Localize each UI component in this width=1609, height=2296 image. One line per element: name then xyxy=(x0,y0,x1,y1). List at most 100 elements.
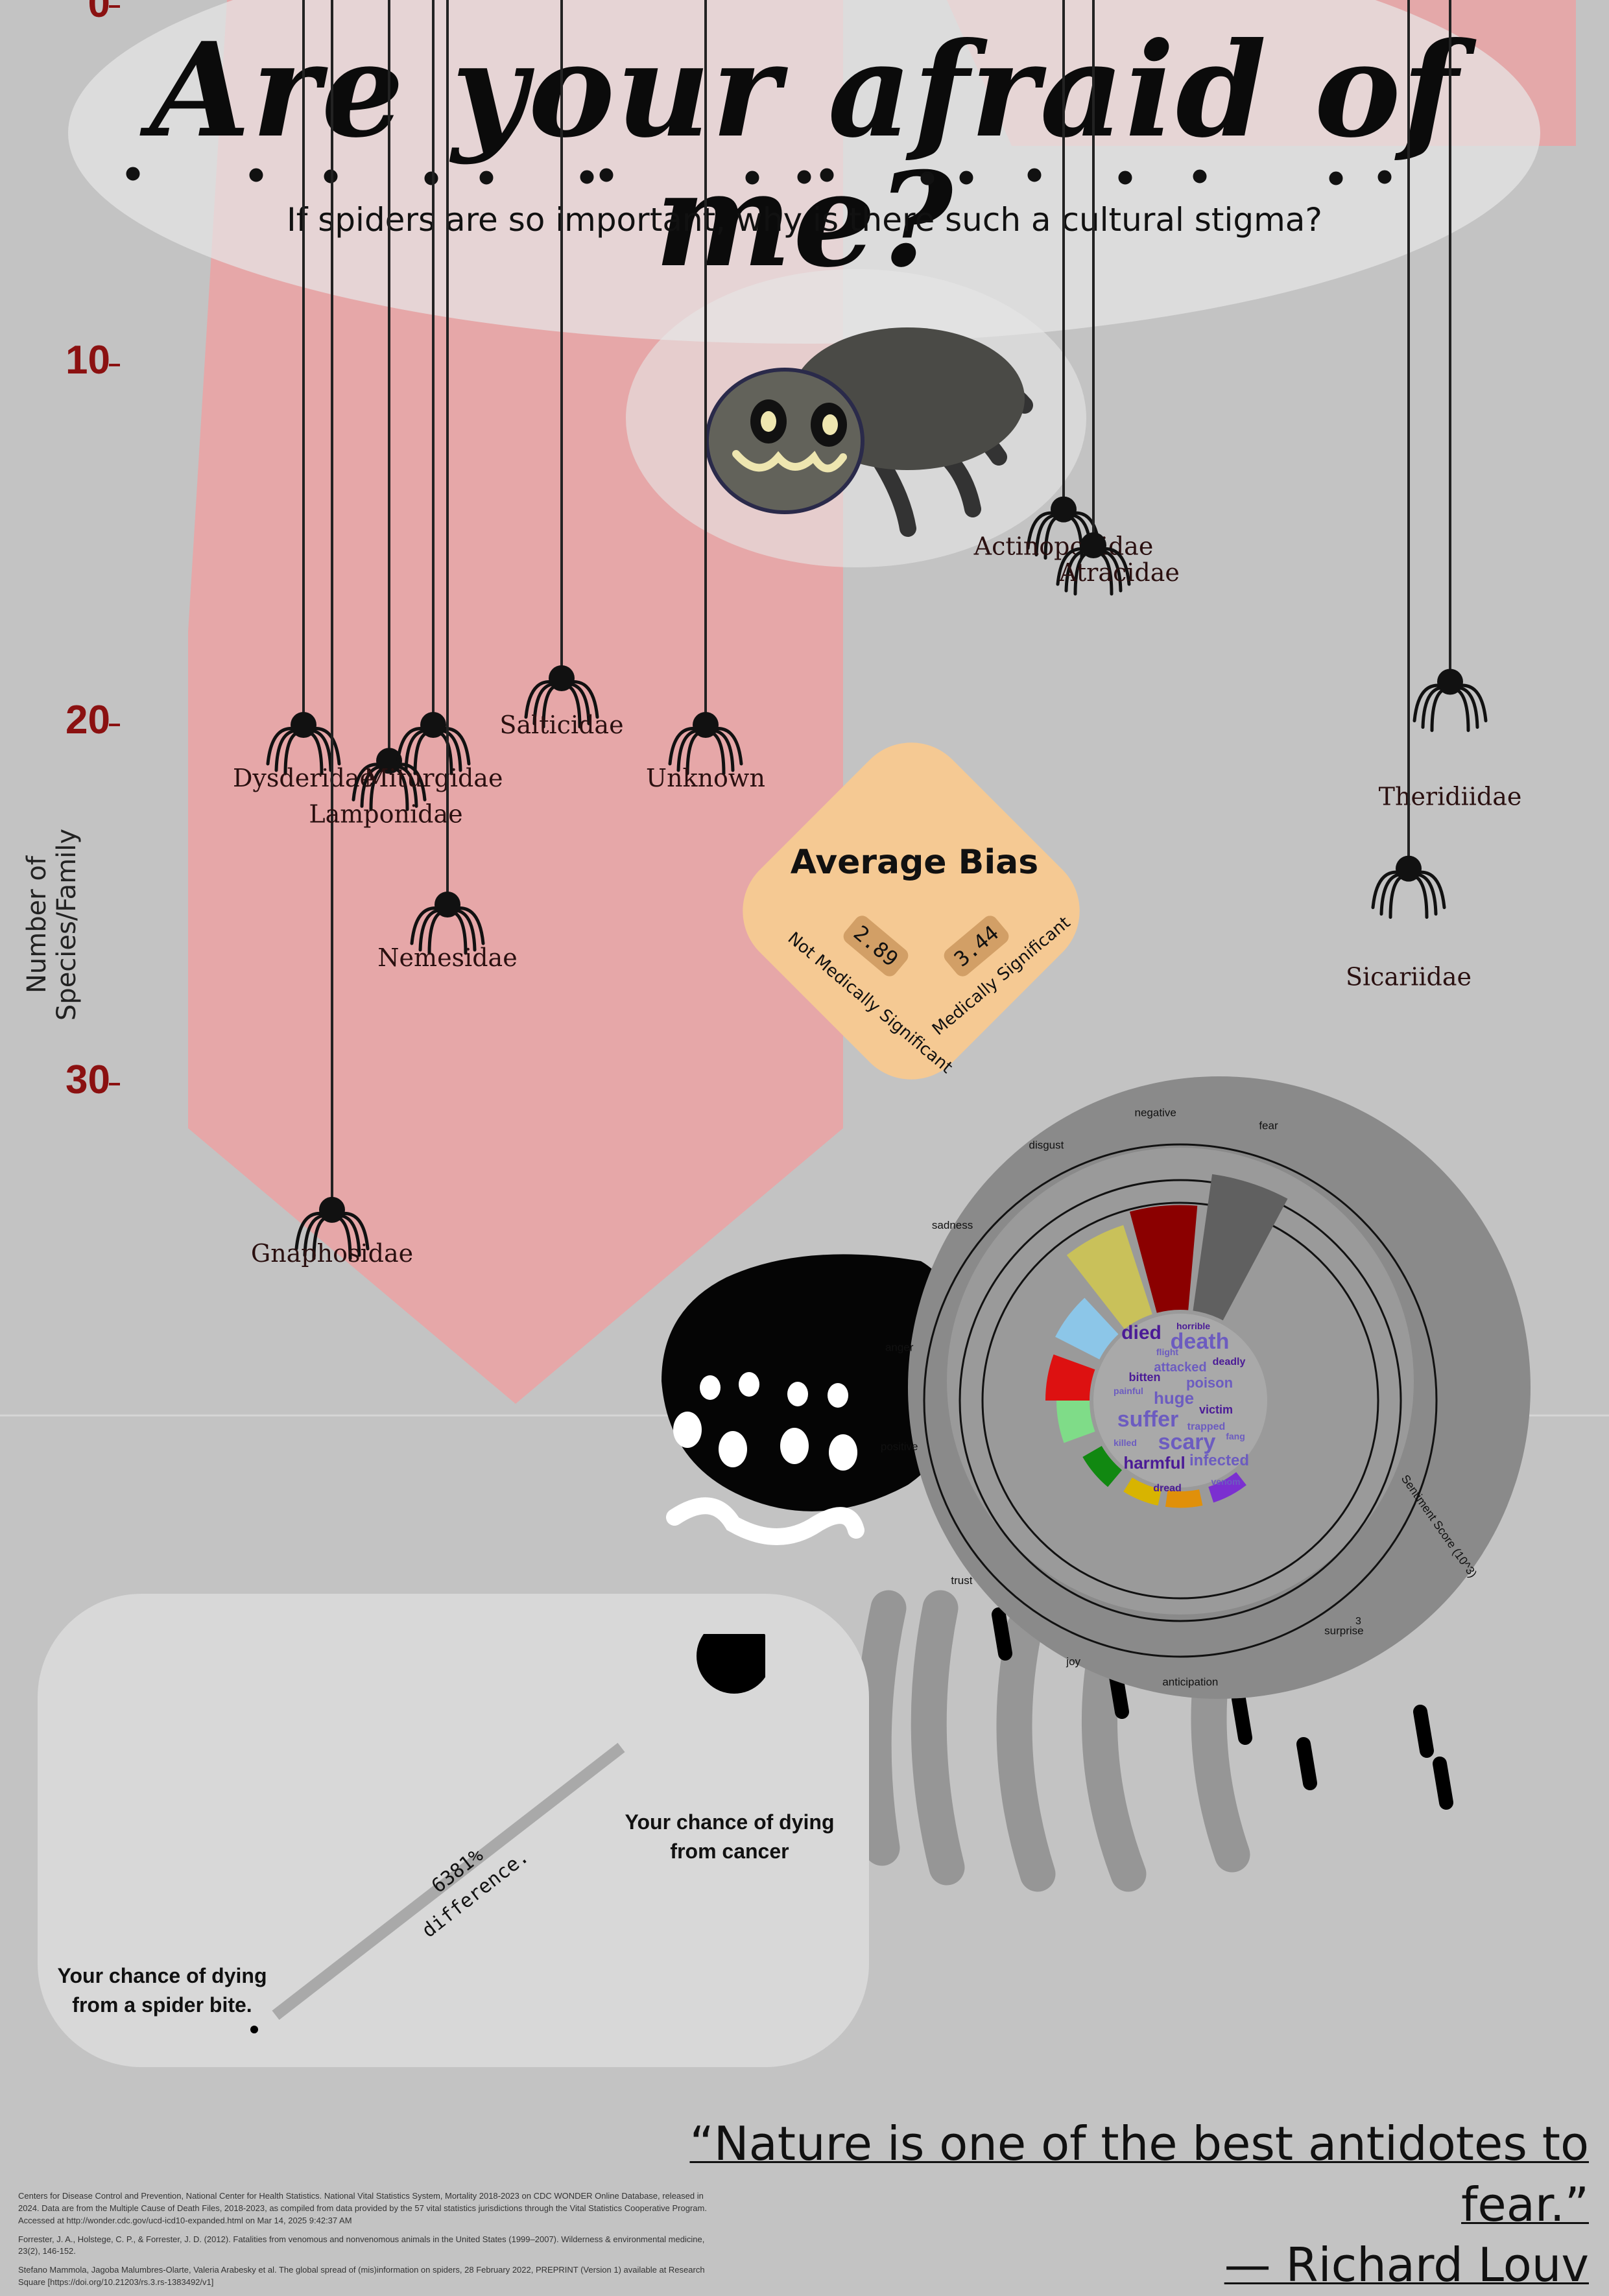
family-label: Sicariidae xyxy=(1346,963,1472,991)
word-cloud-word: infected xyxy=(1189,1452,1249,1469)
mini-spider-icon xyxy=(249,168,263,182)
average-bias-title: Average Bias xyxy=(790,843,1039,882)
mortality-comparison-graphic xyxy=(250,1634,765,2033)
mini-spider-icon xyxy=(797,170,811,184)
spider-eye xyxy=(780,1428,809,1464)
axis-ring xyxy=(923,1143,1438,1658)
spider-mark-dysderidae xyxy=(266,0,341,775)
spider-leg xyxy=(996,1609,1056,1892)
mini-spider-icon xyxy=(920,171,935,185)
axis-ring xyxy=(981,1201,1379,1600)
word-cloud-word: flight xyxy=(1156,1347,1179,1357)
family-label: Actinopodidae xyxy=(973,532,1154,561)
subtitle: If spiders are so important, why is ther… xyxy=(287,201,1322,239)
emotion-label-joy: joy xyxy=(1066,1655,1080,1668)
emotion-bar-joy xyxy=(1123,1477,1162,1506)
spider-mark-salticidae xyxy=(524,0,599,729)
hanging-spider-chart: Dysderidae Gnaphosidae Lamponidae Miturgida… xyxy=(233,0,1521,1268)
page-title: Are your afraid of me? xyxy=(150,14,1459,296)
reference-item: Centers for Disease Control and Preventi… xyxy=(18,2191,707,2225)
spider-eye xyxy=(700,1375,721,1400)
emotion-label-sadness: sadness xyxy=(932,1219,973,1231)
emotion-label-positive: positive xyxy=(881,1440,918,1452)
reference-item: Forrester, J. A., Holstege, C. P., & For… xyxy=(18,2234,705,2256)
emotion-bar-disgust xyxy=(1066,1225,1152,1329)
spider-eye xyxy=(829,1434,857,1471)
word-cloud-word: fang xyxy=(1226,1431,1245,1441)
spider-leg xyxy=(911,1590,965,1886)
leg-tip xyxy=(1413,1705,1434,1758)
mini-spider-icon xyxy=(1193,169,1207,183)
title-hanging-spiders xyxy=(126,167,1392,185)
word-cloud-word: bitten xyxy=(1129,1371,1161,1384)
spider-mark-actinopodidae xyxy=(1026,0,1101,560)
family-label: Nemesidae xyxy=(377,943,517,972)
family-label: Miturgidae xyxy=(364,764,503,792)
mini-spider-icon xyxy=(126,167,140,181)
emotion-bar-fear xyxy=(1193,1174,1288,1321)
spider-mark-miturgidae xyxy=(396,0,471,775)
word-cloud-word: victim xyxy=(1199,1403,1233,1416)
word-cloud-word: died xyxy=(1121,1322,1162,1343)
reference-item: Stefano Mammola, Jagoba Malumbres-Olarte… xyxy=(18,2265,705,2288)
references: Centers for Disease Control and Preventi… xyxy=(18,2190,719,2295)
spider-bite-dot xyxy=(250,2026,258,2033)
emotion-label-trust: trust xyxy=(951,1574,972,1587)
spider-mark-theridiidae xyxy=(1412,0,1488,733)
spider-eye xyxy=(828,1383,848,1408)
family-label: Unknown xyxy=(646,764,765,792)
word-cloud-word: venom xyxy=(1211,1476,1240,1487)
emotion-label-anticipation: anticipation xyxy=(1162,1676,1218,1688)
family-label: Salticidae xyxy=(499,711,623,739)
mini-spider-icon xyxy=(959,171,973,185)
cancer-chance-label: Your chance of dying from cancer xyxy=(625,1810,835,1863)
emotion-bar-anger xyxy=(1045,1354,1095,1401)
mini-spider-icon xyxy=(1329,171,1343,185)
y-tick-30: 30 xyxy=(66,1058,110,1102)
spider-eye xyxy=(787,1382,808,1406)
emotion-label-surprise: surprise xyxy=(1324,1624,1363,1637)
spider-mark-lamponidae xyxy=(352,0,427,811)
difference-line xyxy=(272,1742,625,2020)
leg-tip xyxy=(1296,1737,1317,1790)
family-label: Dysderidae xyxy=(233,764,374,792)
word-cloud-word: dread xyxy=(1153,1483,1182,1494)
mini-spider-icon xyxy=(580,170,594,184)
word-cloud-word: horrible xyxy=(1176,1321,1210,1331)
word-cloud-word: huge xyxy=(1154,1388,1194,1408)
leg-tip xyxy=(1433,1757,1453,1810)
word-cloud-word: deadly xyxy=(1213,1356,1246,1367)
family-label: Gnaphosidae xyxy=(251,1239,413,1268)
spider-mark-sicariidae xyxy=(1371,0,1446,919)
emotion-bar-trust xyxy=(1082,1446,1123,1487)
axis-ring xyxy=(959,1179,1402,1622)
mini-spider-icon xyxy=(479,171,494,185)
sentiment-radial-chart: negative fear disgust sadness anger positive t… xyxy=(661,1076,1531,1892)
spider-mouth xyxy=(732,450,847,473)
word-cloud-word: poison xyxy=(1186,1375,1233,1391)
cartoon-spider-illustration xyxy=(705,327,1033,537)
emotion-label-negative: negative xyxy=(1135,1107,1176,1119)
word-cloud-word: killed xyxy=(1114,1438,1137,1448)
cancer-dot xyxy=(697,1634,765,1694)
mini-spider-icon xyxy=(820,168,834,182)
spider-mark-unknown xyxy=(668,0,743,775)
word-cloud-word: scary xyxy=(1158,1430,1216,1454)
leg-tip xyxy=(1232,1692,1252,1745)
leg-tip xyxy=(992,1607,1012,1661)
spider-chance-label: Your chance of dying from a spider bite. xyxy=(57,1964,267,2017)
spider-eye xyxy=(739,1372,759,1397)
word-cloud-disk xyxy=(1093,1314,1267,1487)
spider-mark-gnaphosidae xyxy=(294,0,370,1260)
y-tick-10: 10 xyxy=(66,338,110,383)
emotion-bar-sadness xyxy=(1055,1297,1119,1360)
mini-spider-icon xyxy=(1377,170,1392,184)
spider-mouth xyxy=(666,1497,864,1545)
mini-spider-icon xyxy=(1118,171,1132,185)
word-cloud-word: attacked xyxy=(1154,1360,1206,1375)
spider-eye xyxy=(673,1412,702,1448)
word-cloud-word: trapped xyxy=(1187,1421,1226,1432)
word-cloud-word: painful xyxy=(1114,1386,1143,1396)
family-label: Lamponidae xyxy=(309,799,462,828)
